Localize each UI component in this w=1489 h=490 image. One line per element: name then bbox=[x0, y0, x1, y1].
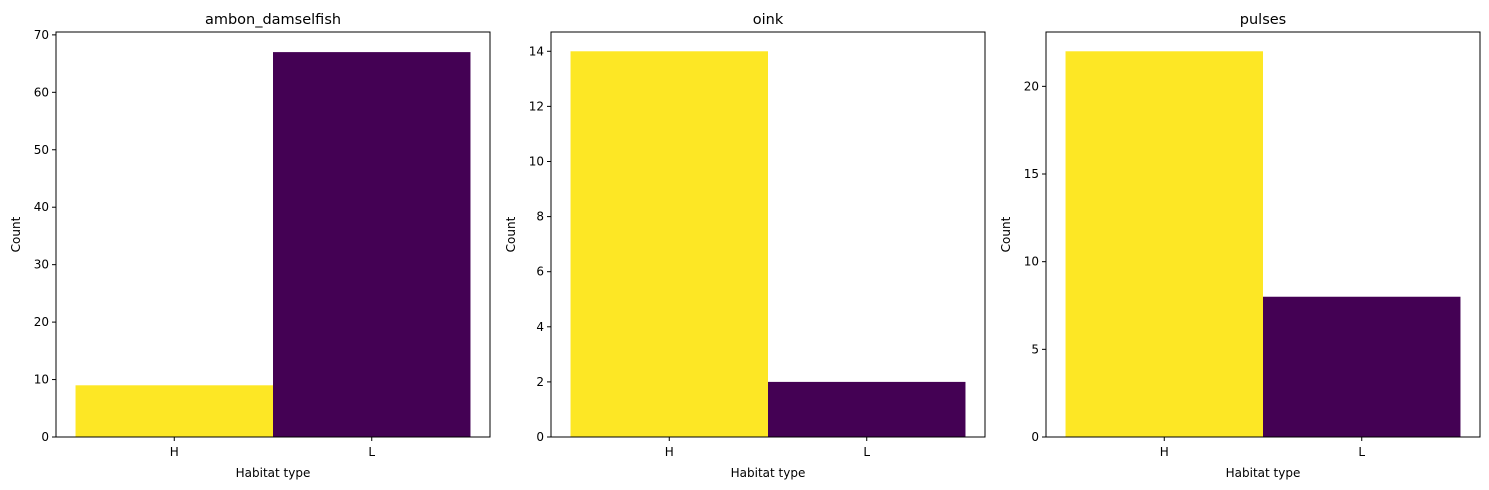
y-tick-label: 0 bbox=[536, 430, 544, 444]
y-axis-label: Count bbox=[999, 216, 1013, 252]
x-axis-label: Habitat type bbox=[1226, 466, 1301, 480]
x-tick-label: H bbox=[170, 445, 179, 459]
x-tick-label: L bbox=[1358, 445, 1365, 459]
x-tick-label: L bbox=[863, 445, 870, 459]
y-tick-label: 60 bbox=[34, 85, 49, 99]
chart-title: oink bbox=[753, 12, 784, 28]
axes-frame bbox=[55, 31, 491, 438]
x-axis-label: Habitat type bbox=[236, 466, 311, 480]
y-tick-label: 15 bbox=[1024, 167, 1039, 181]
y-axis-label: Count bbox=[9, 216, 23, 252]
bar-h bbox=[1065, 51, 1263, 438]
y-tick-label: 70 bbox=[34, 28, 49, 42]
chart-panel-1: H L 0 10 20 30 40 50 60 70 ambon_damselfish Habitat… bbox=[9, 12, 491, 480]
y-tick-label: 20 bbox=[1024, 79, 1039, 93]
y-tick-label: 10 bbox=[529, 154, 544, 168]
y-tick-label: 12 bbox=[529, 99, 544, 113]
y-tick-label: 10 bbox=[1024, 255, 1039, 269]
y-tick-label: 10 bbox=[34, 373, 49, 387]
x-tick-label: H bbox=[1160, 445, 1169, 459]
bar-l bbox=[273, 52, 471, 437]
y-tick-label: 20 bbox=[34, 315, 49, 329]
y-tick-label: 50 bbox=[34, 143, 49, 157]
y-tick-label: 5 bbox=[1031, 342, 1039, 356]
axes-frame bbox=[1045, 31, 1481, 438]
bar-l bbox=[768, 381, 966, 437]
axes-frame bbox=[550, 31, 986, 438]
bar-h bbox=[75, 385, 273, 437]
y-tick-label: 6 bbox=[536, 265, 544, 279]
y-tick-label: 30 bbox=[34, 258, 49, 272]
chart-panel-2: H L 0 2 4 6 8 10 12 14 oink Habitat type Count bbox=[504, 12, 986, 480]
chart-title: pulses bbox=[1240, 12, 1286, 28]
x-tick-label: L bbox=[368, 445, 375, 459]
y-tick-label: 2 bbox=[536, 375, 544, 389]
y-tick-label: 4 bbox=[536, 320, 544, 334]
y-tick-label: 8 bbox=[536, 210, 544, 224]
y-tick-label: 40 bbox=[34, 200, 49, 214]
y-tick-label: 0 bbox=[41, 430, 49, 444]
y-axis-label: Count bbox=[504, 216, 518, 252]
y-tick-label: 0 bbox=[1031, 430, 1039, 444]
x-tick-label: H bbox=[665, 445, 674, 459]
chart-title: ambon_damselfish bbox=[205, 12, 341, 28]
bar-h bbox=[570, 51, 768, 438]
chart-panel-3: H L 0 5 10 15 20 pulses Habitat type Count bbox=[999, 12, 1481, 480]
x-axis-label: Habitat type bbox=[731, 466, 806, 480]
bar-l bbox=[1263, 296, 1461, 437]
y-tick-label: 14 bbox=[529, 44, 544, 58]
